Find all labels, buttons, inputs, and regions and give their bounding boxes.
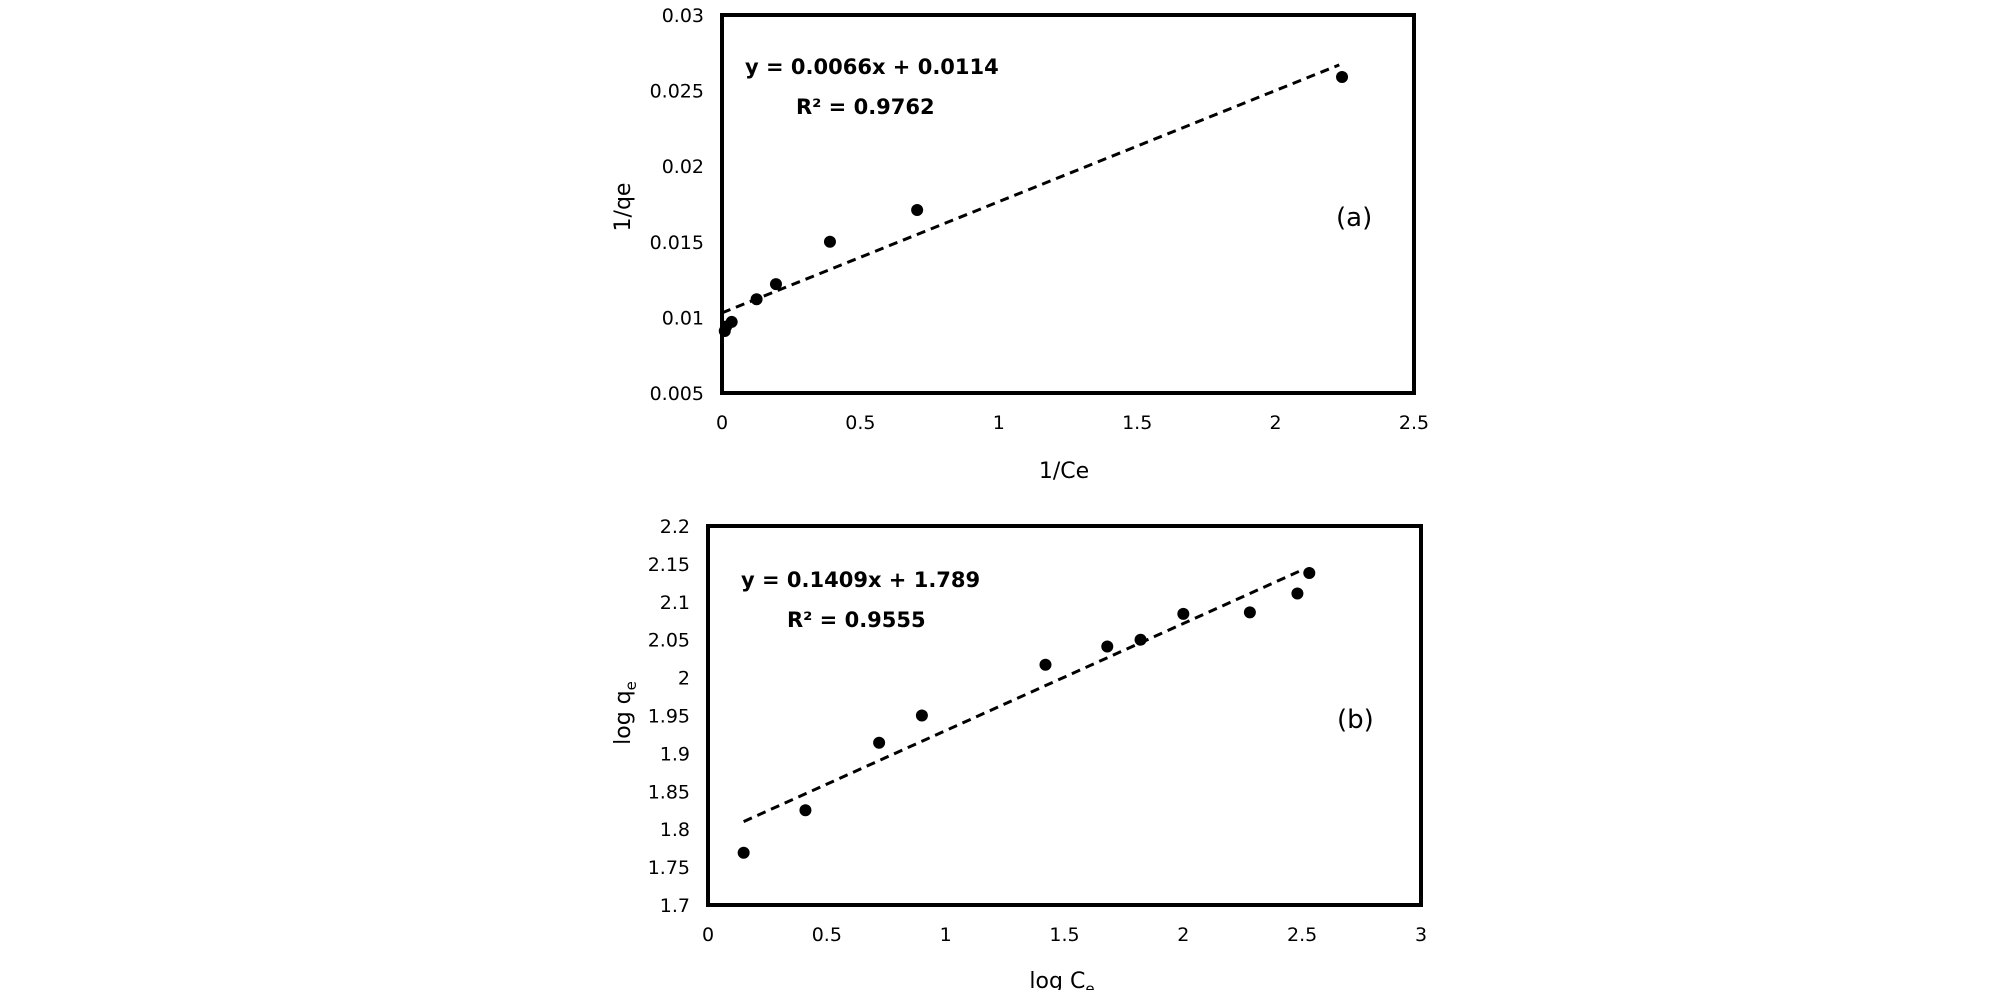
chart-b-x-axis-label: log Ce <box>1029 969 1094 990</box>
chart-a-y-ticks: 0.005 0.01 0.015 0.02 0.025 0.03 <box>650 5 704 405</box>
chart-b-data-point <box>799 804 812 817</box>
chart-b-y-tick-label: 2.2 <box>660 516 690 538</box>
chart-b-x-tick-label: 1.5 <box>1049 924 1079 946</box>
chart-a-x-tick-label: 1.5 <box>1122 412 1152 434</box>
chart-a-y-tick-label: 0.02 <box>662 156 704 178</box>
chart-a-data-point <box>911 204 924 217</box>
chart-a-y-tick-label: 0.01 <box>662 307 704 329</box>
chart-b-y-tick-label: 2.15 <box>648 554 690 576</box>
chart-a-data-point <box>725 315 738 328</box>
chart-b-x-tick-label: 2 <box>1177 924 1189 946</box>
chart-b-x-tick-label: 2.5 <box>1287 924 1317 946</box>
chart-b-x-axis-label-subscript: e <box>1085 980 1094 990</box>
chart-b-data-point <box>737 846 750 859</box>
chart-b-y-ticks: 1.7 1.75 1.8 1.85 1.9 1.95 2 2.05 2.1 2.15 2.2 <box>648 516 690 917</box>
chart-b-y-tick-label: 2.05 <box>648 630 690 652</box>
chart-a-trendline <box>721 63 1340 315</box>
chart-b-x-ticks: 0 0.5 1 1.5 2 2.5 3 <box>702 924 1427 946</box>
chart-b-x-axis-label-main: log C <box>1029 969 1085 990</box>
chart-b-y-tick-label: 2 <box>678 668 690 690</box>
chart-b-y-axis-label-subscript: e <box>622 681 640 690</box>
chart-b-data-point <box>1177 607 1190 620</box>
chart-a-data-point <box>823 235 836 248</box>
chart-a-x-ticks: 0 0.5 1 1.5 2 2.5 <box>716 412 1429 434</box>
chart-b-y-tick-label: 2.1 <box>660 592 690 614</box>
chart-a-points <box>718 70 1349 338</box>
chart-b-data-point <box>1039 658 1052 671</box>
chart-a-y-tick-label: 0.03 <box>662 5 704 27</box>
chart-b-data-point <box>1134 633 1147 646</box>
chart-b-trendline <box>743 568 1303 823</box>
chart-a-data-point <box>750 293 763 306</box>
chart-b-y-tick-label: 1.85 <box>648 781 690 803</box>
chart-a-data-point <box>769 278 782 291</box>
chart-b-y-tick-label: 1.9 <box>660 743 690 765</box>
chart-a: 0.005 0.01 0.015 0.02 0.025 0.03 0 0.5 1 1.5 2 2.5… <box>611 5 1429 484</box>
chart-b-data-point <box>915 709 928 722</box>
chart-b-x-tick-label: 0 <box>702 924 714 946</box>
chart-b-y-tick-label: 1.95 <box>648 706 690 728</box>
chart-b-data-point <box>1101 640 1114 653</box>
chart-b-x-tick-label: 1 <box>940 924 952 946</box>
chart-a-panel-label: (a) <box>1336 203 1372 233</box>
chart-a-y-tick-label: 0.025 <box>650 81 704 103</box>
chart-b-x-tick-label: 0.5 <box>812 924 842 946</box>
chart-b-x-tick-label: 3 <box>1415 924 1427 946</box>
chart-a-x-tick-label: 2 <box>1270 412 1282 434</box>
chart-a-x-tick-label: 1 <box>993 412 1005 434</box>
chart-b-data-point <box>1291 587 1304 600</box>
chart-b-data-point <box>1243 606 1256 619</box>
chart-a-plot-frame <box>720 13 1416 395</box>
chart-a-data-point <box>1336 70 1349 83</box>
chart-b-points <box>737 566 1316 859</box>
chart-a-r-squared: R² = 0.9762 <box>796 95 935 119</box>
chart-b-data-point <box>1303 566 1316 579</box>
chart-b-y-tick-label: 1.75 <box>648 857 690 879</box>
chart-b: 1.7 1.75 1.8 1.85 1.9 1.95 2 2.05 2.1 2.15 2.2 0 0.… <box>611 516 1427 990</box>
chart-b-y-tick-label: 1.8 <box>660 819 690 841</box>
chart-b-panel-label: (b) <box>1337 705 1374 735</box>
chart-b-y-tick-label: 1.7 <box>660 895 690 917</box>
chart-a-x-axis-label: 1/Ce <box>1039 459 1089 484</box>
chart-b-trend-equation: y = 0.1409x + 1.789 <box>741 568 980 592</box>
chart-a-x-tick-label: 0.5 <box>845 412 875 434</box>
chart-a-y-axis-label: 1/qe <box>611 183 636 232</box>
chart-a-y-tick-label: 0.005 <box>650 383 704 405</box>
chart-b-y-axis-label: log qe <box>611 681 640 745</box>
chart-a-x-tick-label: 0 <box>716 412 728 434</box>
chart-b-y-axis-label-main: log q <box>611 690 636 745</box>
chart-b-data-point <box>873 736 886 749</box>
chart-b-plot-frame <box>706 524 1423 907</box>
chart-b-r-squared: R² = 0.9555 <box>787 608 926 632</box>
chart-a-y-tick-label: 0.015 <box>650 232 704 254</box>
chart-a-trend-equation: y = 0.0066x + 0.0114 <box>745 55 999 79</box>
chart-a-x-tick-label: 2.5 <box>1399 412 1429 434</box>
